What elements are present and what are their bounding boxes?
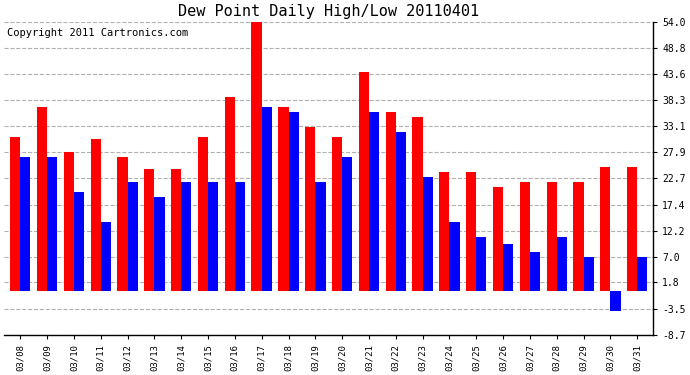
Bar xyxy=(332,136,342,291)
Bar xyxy=(288,112,299,291)
Bar xyxy=(47,157,57,291)
Bar xyxy=(90,139,101,291)
Bar xyxy=(396,132,406,291)
Bar xyxy=(413,117,422,291)
Bar xyxy=(251,22,262,291)
Bar xyxy=(422,177,433,291)
Bar xyxy=(101,222,111,291)
Bar xyxy=(20,157,30,291)
Bar xyxy=(493,187,503,291)
Bar xyxy=(171,169,181,291)
Bar xyxy=(155,196,165,291)
Text: Copyright 2011 Cartronics.com: Copyright 2011 Cartronics.com xyxy=(8,28,188,38)
Bar xyxy=(37,106,47,291)
Bar xyxy=(198,136,208,291)
Bar xyxy=(128,182,138,291)
Bar xyxy=(278,106,288,291)
Bar xyxy=(369,112,380,291)
Bar xyxy=(74,192,84,291)
Bar xyxy=(476,237,486,291)
Bar xyxy=(600,166,611,291)
Bar xyxy=(530,252,540,291)
Bar xyxy=(10,136,20,291)
Bar xyxy=(144,169,155,291)
Bar xyxy=(627,166,637,291)
Bar xyxy=(208,182,218,291)
Bar xyxy=(386,112,396,291)
Bar xyxy=(181,182,191,291)
Bar xyxy=(466,172,476,291)
Bar xyxy=(503,244,513,291)
Bar xyxy=(315,182,326,291)
Bar xyxy=(637,256,647,291)
Bar xyxy=(557,237,567,291)
Bar xyxy=(235,182,245,291)
Bar xyxy=(546,182,557,291)
Bar xyxy=(440,172,449,291)
Bar xyxy=(63,152,74,291)
Bar xyxy=(611,291,620,312)
Bar xyxy=(117,157,128,291)
Bar xyxy=(573,182,584,291)
Bar xyxy=(262,106,272,291)
Bar xyxy=(359,72,369,291)
Bar xyxy=(305,127,315,291)
Title: Dew Point Daily High/Low 20110401: Dew Point Daily High/Low 20110401 xyxy=(178,4,480,19)
Bar xyxy=(225,97,235,291)
Bar xyxy=(342,157,353,291)
Bar xyxy=(520,182,530,291)
Bar xyxy=(584,256,594,291)
Bar xyxy=(449,222,460,291)
